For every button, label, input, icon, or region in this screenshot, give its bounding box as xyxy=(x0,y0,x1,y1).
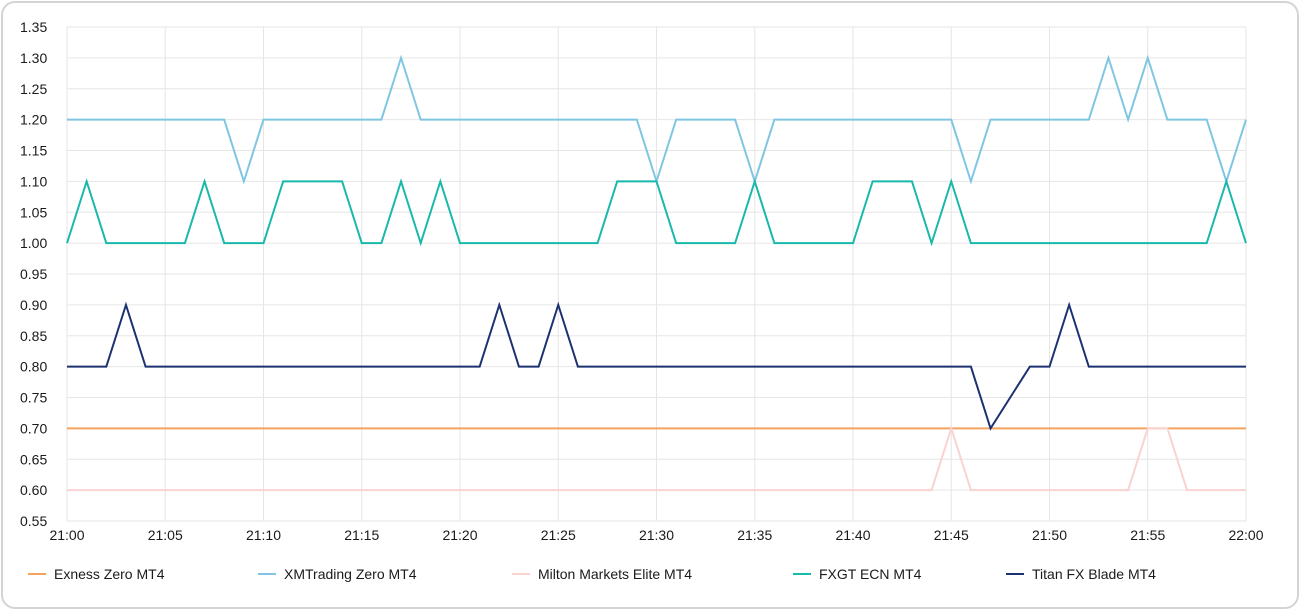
x-tick-label: 21:10 xyxy=(246,527,281,543)
series-line-fxgt-ecn-mt4 xyxy=(66,178,1247,247)
grid-lines xyxy=(66,26,1247,522)
x-tick-label: 21:45 xyxy=(934,527,969,543)
y-axis: 0.55 0.60 0.65 0.70 0.75 0.80 0.85 0.90 0.95 1.00… xyxy=(20,19,47,529)
x-axis: 21:00 21:05 21:10 21:15 21:20 21:25 21:30 21:35… xyxy=(49,527,1263,543)
legend-item-fxgt-ecn-mt4: FXGT ECN MT4 xyxy=(793,566,922,582)
x-tick-label: 21:55 xyxy=(1130,527,1165,543)
x-tick-label: 22:00 xyxy=(1228,527,1263,543)
legend-label: Exness Zero MT4 xyxy=(54,566,165,582)
x-tick-label: 21:35 xyxy=(737,527,772,543)
y-tick-label: 1.00 xyxy=(20,235,47,251)
y-tick-label: 0.75 xyxy=(20,390,47,406)
legend-label: XMTrading Zero MT4 xyxy=(284,566,417,582)
y-tick-label: 0.70 xyxy=(20,420,47,436)
y-tick-label: 0.90 xyxy=(20,297,47,313)
y-tick-label: 1.05 xyxy=(20,204,47,220)
y-tick-label: 1.30 xyxy=(20,50,47,66)
x-tick-label: 21:05 xyxy=(148,527,183,543)
legend-item-xmtrading-zero-mt4: XMTrading Zero MT4 xyxy=(258,566,417,582)
y-tick-label: 1.20 xyxy=(20,112,47,128)
series-lines xyxy=(66,54,1247,492)
x-tick-label: 21:40 xyxy=(835,527,870,543)
x-tick-label: 21:20 xyxy=(442,527,477,543)
y-tick-label: 0.95 xyxy=(20,266,47,282)
y-tick-label: 0.55 xyxy=(20,513,47,529)
x-tick-label: 21:00 xyxy=(49,527,84,543)
y-tick-label: 0.60 xyxy=(20,482,47,498)
legend-label: Titan FX Blade MT4 xyxy=(1032,566,1156,582)
x-tick-label: 21:25 xyxy=(541,527,576,543)
series-line-titan-fx-blade-mt4 xyxy=(67,301,1246,431)
y-tick-label: 1.25 xyxy=(20,81,47,97)
legend-label: FXGT ECN MT4 xyxy=(819,566,922,582)
y-tick-label: 1.15 xyxy=(20,143,47,159)
y-tick-label: 0.85 xyxy=(20,328,47,344)
y-tick-label: 1.35 xyxy=(20,19,47,35)
y-tick-label: 0.65 xyxy=(20,451,47,467)
series-line-milton-markets-elite-mt4 xyxy=(67,425,1246,492)
legend-label: Milton Markets Elite MT4 xyxy=(538,566,692,582)
y-tick-label: 0.80 xyxy=(20,359,47,375)
x-tick-label: 21:15 xyxy=(344,527,379,543)
x-tick-label: 21:50 xyxy=(1032,527,1067,543)
legend-item-exness-zero-mt4: Exness Zero MT4 xyxy=(28,566,165,582)
legend: Exness Zero MT4 XMTrading Zero MT4 Milton … xyxy=(28,566,1156,582)
legend-item-titan-fx-blade-mt4: Titan FX Blade MT4 xyxy=(1006,566,1156,582)
x-tick-label: 21:30 xyxy=(639,527,674,543)
legend-item-milton-markets-elite-mt4: Milton Markets Elite MT4 xyxy=(512,566,692,582)
y-tick-label: 1.10 xyxy=(20,173,47,189)
